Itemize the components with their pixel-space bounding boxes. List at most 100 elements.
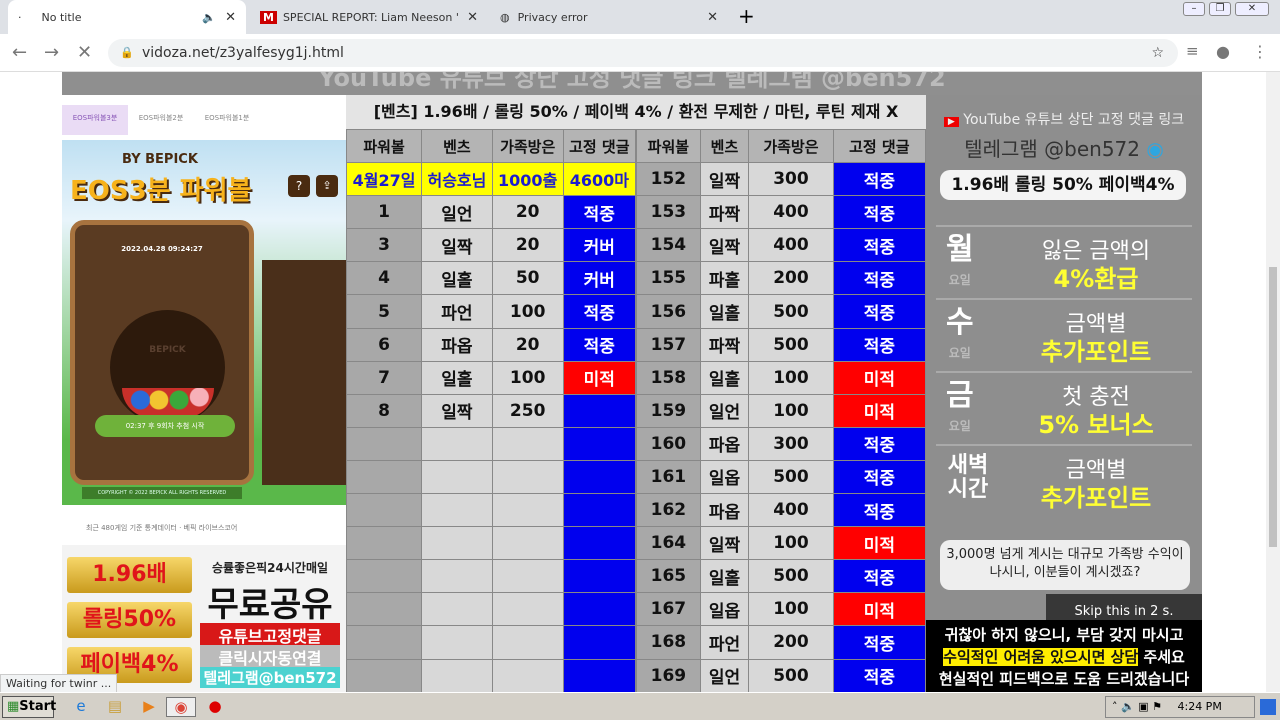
right-table: 파워볼 벤츠 가족방은 고정 댓글 152 일짝 300 적중 153 파짝 400 적중 154 일짝 4… xyxy=(636,128,927,692)
result-cell: 적중 xyxy=(832,261,927,296)
address-bar[interactable]: 🔒 vidoza.net/z3yalfesyg1j.html ☆ xyxy=(108,39,1178,67)
copyright: COPYRIGHT © 2022 BEPICK ALL RIGHTS RESER… xyxy=(82,487,242,499)
empty-cell xyxy=(491,625,564,660)
round-cell: 160 xyxy=(636,426,701,461)
table-row: 159 일언 100 미적 xyxy=(636,393,927,428)
chrome-icon[interactable]: ◉ xyxy=(166,697,196,717)
amount-cell: 100 xyxy=(748,526,834,561)
tab-no-title[interactable]: · No title 🔈 ✕ xyxy=(8,0,246,34)
telegram-handle: 텔레그램 @ben572 xyxy=(964,137,1140,161)
empty-cell xyxy=(421,559,493,594)
close-tab-icon[interactable]: ✕ xyxy=(225,9,236,25)
ad-line: 무료공유 xyxy=(207,585,333,625)
game-tab[interactable]: EOS파워볼3분 xyxy=(62,105,128,135)
amount-cell: 300 xyxy=(748,162,834,197)
result-cell: 적중 xyxy=(562,294,637,329)
video-player[interactable]: YouTube 유튜브 상단 고정 댓글 링크 텔레그램 @ben572 EOS… xyxy=(62,72,1202,692)
empty-cell xyxy=(345,625,423,660)
bowl-label: BEPICK xyxy=(149,345,186,355)
table-row: 154 일짝 400 적중 xyxy=(636,228,927,263)
day-label: 새벽시간 xyxy=(947,453,989,502)
opera-icon[interactable]: ● xyxy=(208,697,222,715)
stop-icon[interactable]: ✕ xyxy=(77,42,93,63)
flag-icon[interactable]: ⚑ xyxy=(1152,700,1162,713)
table-row: 168 파언 200 적중 xyxy=(636,625,927,660)
menu-icon[interactable]: ⋮ xyxy=(1252,42,1268,61)
ball-machine: 2022.04.28 09:24:27 BEPICK 02:37 후 9회차 추… xyxy=(70,220,254,485)
bet-cell: 일홀 xyxy=(699,294,750,329)
url-text: vidoza.net/z3yalfesyg1j.html xyxy=(142,45,344,61)
empty-cell xyxy=(345,592,423,627)
windows-logo-icon: ▦ xyxy=(7,699,20,714)
result-cell: 적중 xyxy=(832,228,927,263)
result-cell: 미적 xyxy=(832,592,927,627)
result-cell: 적중 xyxy=(832,426,927,461)
game-panel: EOS파워볼3분 EOS파워볼2분 EOS파워볼1분 BY BEPICK EOS… xyxy=(62,95,346,692)
table-row: 162 파옵 400 적중 xyxy=(636,493,927,528)
back-icon[interactable]: ← xyxy=(12,42,28,63)
amount-cell: 20 xyxy=(491,228,564,263)
tray-expand-icon[interactable]: ˄ xyxy=(1112,700,1118,713)
bet-cell: 일언 xyxy=(421,195,493,230)
empty-row xyxy=(345,559,637,594)
start-button[interactable]: ▦Start xyxy=(2,696,57,718)
column-header: 가족방은 xyxy=(491,128,564,164)
restore-button[interactable]: ❐ xyxy=(1209,2,1231,16)
amount-cell: 400 xyxy=(748,493,834,528)
close-window-button[interactable]: ✕ xyxy=(1235,2,1269,16)
game-tab[interactable]: EOS파워볼1분 xyxy=(204,114,250,122)
amount-cell: 400 xyxy=(748,228,834,263)
star-icon[interactable]: ☆ xyxy=(1151,45,1164,61)
explorer-icon[interactable]: ▤ xyxy=(107,697,123,715)
minimize-button[interactable]: – xyxy=(1183,2,1205,16)
powerball-game: BY BEPICK EOS3분 파워볼 ? ⇪ 2022.04.28 09:24… xyxy=(62,140,346,505)
empty-cell xyxy=(345,426,423,461)
tab-special-report[interactable]: M SPECIAL REPORT: Liam Neeson 's La ✕ xyxy=(250,0,488,34)
network-icon[interactable]: ▣ xyxy=(1138,700,1149,713)
result-cell: 적중 xyxy=(832,559,927,594)
speaker-icon[interactable]: 🔈 xyxy=(202,10,216,24)
table-row: 6 파옵 20 적중 xyxy=(345,327,637,362)
result-cell: 적중 xyxy=(832,294,927,329)
media-icon[interactable]: ≡ xyxy=(1186,42,1199,60)
show-desktop-button[interactable] xyxy=(1260,699,1276,715)
highlight-cell: 허승호님 xyxy=(421,162,493,197)
media-player-icon[interactable]: ▶ xyxy=(143,697,155,715)
start-label: Start xyxy=(19,699,57,714)
share-icon[interactable]: ⇪ xyxy=(316,175,338,197)
empty-cell xyxy=(562,592,637,627)
loading-dot-icon: · xyxy=(18,10,22,24)
empty-cell xyxy=(562,559,637,594)
scrollbar[interactable] xyxy=(1266,72,1280,692)
volume-icon[interactable]: 🔈 xyxy=(1121,700,1135,713)
result-cell: 적중 xyxy=(832,195,927,230)
new-tab-button[interactable]: + xyxy=(738,4,755,28)
game-logo: EOS3분 파워볼 xyxy=(70,176,252,206)
round-cell: 152 xyxy=(636,162,701,197)
close-tab-icon[interactable]: ✕ xyxy=(467,9,478,25)
table-header-row: 파워볼 벤츠 가족방은 고정 댓글 xyxy=(636,128,927,164)
highlight-cell: 1000출 xyxy=(491,162,564,197)
promo-line1: 금액별 xyxy=(1065,458,1127,483)
empty-cell xyxy=(491,592,564,627)
empty-cell xyxy=(491,459,564,495)
globe-icon: ◍ xyxy=(500,10,510,24)
bet-cell: 파옵 xyxy=(699,426,750,461)
ie-icon[interactable]: e xyxy=(76,697,86,715)
game-tab[interactable]: EOS파워볼2분 xyxy=(138,114,184,122)
result-cell: 미적 xyxy=(832,360,927,395)
result-cell: 미적 xyxy=(832,526,927,561)
day-label: 수 xyxy=(946,305,974,340)
help-icon[interactable]: ? xyxy=(288,175,310,197)
result-cell: 미적 xyxy=(562,360,637,395)
amount-cell: 100 xyxy=(491,360,564,395)
profile-icon[interactable]: ● xyxy=(1216,42,1230,61)
lock-icon: 🔒 xyxy=(120,46,134,59)
table-header-row: 파워볼 벤츠 가족방은 고정 댓글 xyxy=(345,128,637,164)
page-content: YouTube 유튜브 상단 고정 댓글 링크 텔레그램 @ben572 EOS… xyxy=(0,72,1266,692)
close-tab-icon[interactable]: ✕ xyxy=(707,9,718,25)
scrollbar-thumb[interactable] xyxy=(1269,267,1277,547)
forward-icon[interactable]: → xyxy=(44,42,60,63)
tab-privacy-error[interactable]: ◍ Privacy error ✕ xyxy=(490,0,728,34)
ad-banner[interactable]: 1.96배 롤링50% 페이백4% 승률좋은픽24시간매일 무료공유 유튜브고정… xyxy=(62,545,346,692)
